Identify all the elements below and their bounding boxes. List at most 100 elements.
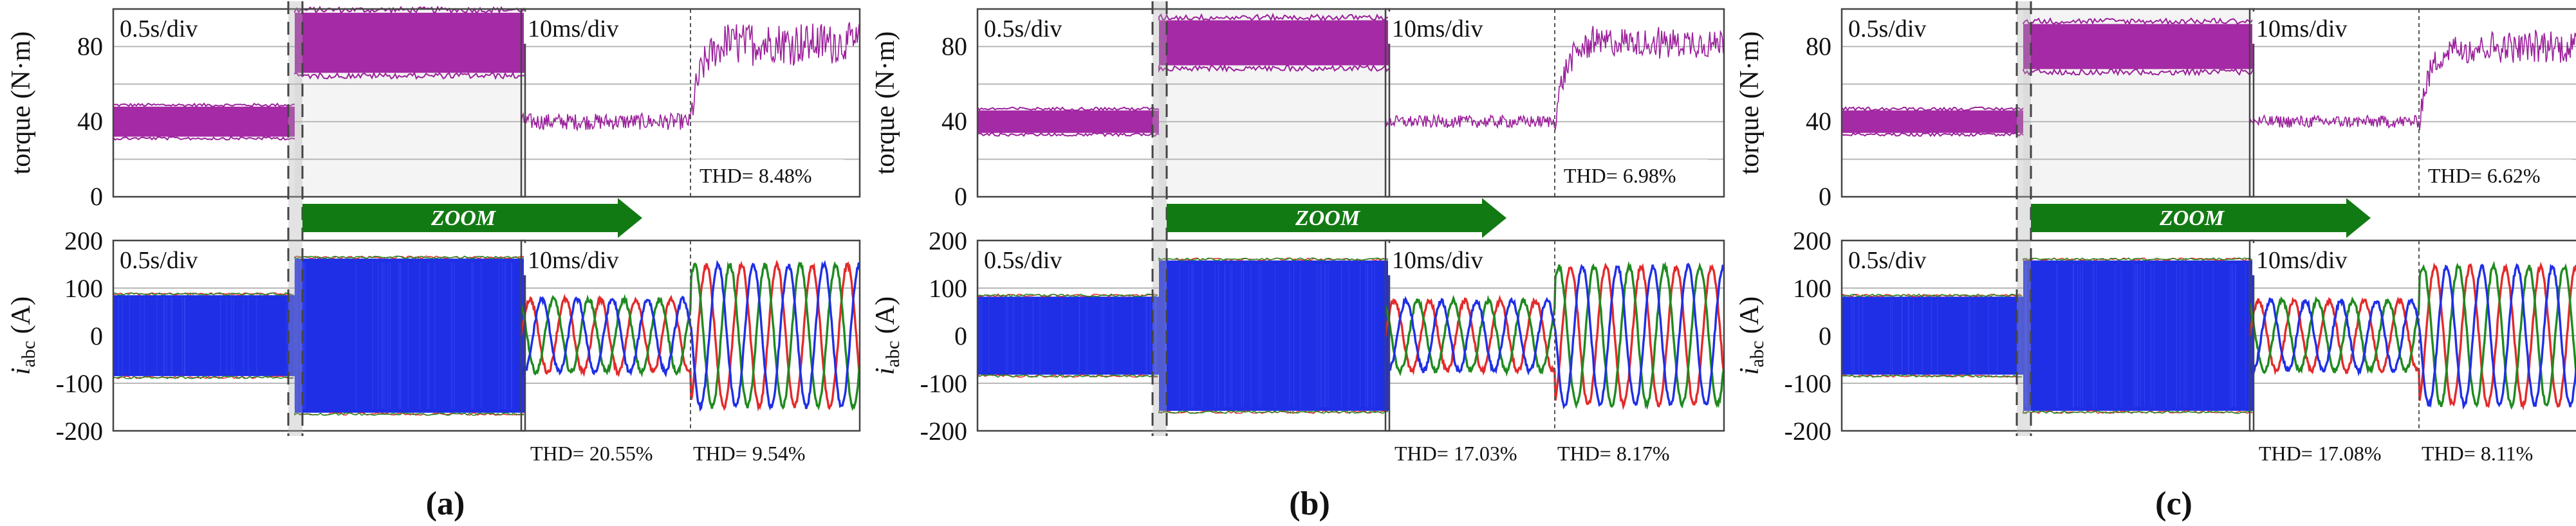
axis-label-part: abc [1747, 341, 1768, 368]
torque-axis-label: torque (N·m) [871, 32, 900, 175]
phase-edge-top [1158, 257, 1389, 261]
current-tick-label: -200 [920, 417, 967, 446]
axis-label-part: abc [882, 341, 903, 368]
label-bg [1844, 12, 1967, 44]
current-trace-before [1842, 296, 2023, 375]
time-div-label: 10ms/div [528, 247, 618, 274]
phase-edge-top [1841, 293, 2023, 298]
current-tick-label: 100 [929, 274, 967, 303]
current-tick-label: 200 [1793, 226, 1831, 255]
current-tick-label: 0 [90, 322, 103, 350]
panel-label: (a) [426, 485, 465, 522]
label-bg [2252, 12, 2381, 44]
plot-frame [520, 239, 861, 432]
plot-frame [1384, 8, 1725, 198]
current-tick-label: -100 [56, 369, 103, 398]
current-axis-label: iabc (A) [6, 296, 39, 375]
axis-label-part: (A) [6, 296, 36, 341]
current-trace-before [978, 296, 1159, 375]
label-bg [980, 12, 1102, 44]
axis-label-part: i [871, 367, 900, 375]
zoom-label: ZOOM [2159, 206, 2225, 230]
torque-trace-before [1842, 110, 2023, 133]
torque-axis-label: torque (N·m) [6, 32, 36, 175]
axis-label-part: (A) [1735, 296, 1765, 341]
time-div-label: 10ms/div [528, 15, 618, 42]
panel-label: (b) [1289, 485, 1330, 522]
zoom-window-band [2017, 1, 2031, 436]
time-div-label: 10ms/div [2256, 247, 2347, 274]
plot-frame [2248, 239, 2576, 432]
plot-frame [976, 239, 1391, 432]
thd-label-current-after: THD= 8.11% [2422, 442, 2533, 465]
time-div-label: 0.5s/div [120, 247, 198, 274]
torque-noise-bottom [1841, 131, 2024, 138]
phase-edge-top [2023, 257, 2253, 261]
label-bg [1388, 12, 1517, 44]
time-div-label: 10ms/div [1392, 247, 1483, 274]
torque-zoom-trace [2249, 30, 2576, 130]
thd-label-current-before: THD= 17.08% [2259, 442, 2381, 465]
phase-edge-top [1841, 293, 2023, 298]
label-bg [2252, 243, 2381, 275]
thd-label-current-before: THD= 17.03% [1395, 442, 1517, 465]
time-div-label: 0.5s/div [120, 15, 198, 42]
current-tick-label: 0 [954, 322, 967, 350]
label-bg [524, 12, 653, 44]
phase-b-trace [520, 260, 861, 412]
plot-frame [112, 8, 526, 198]
current-tick-label: -100 [1784, 369, 1831, 398]
torque-noise-bottom [2023, 67, 2254, 77]
phase-edge-bottom [977, 374, 1158, 378]
label-bg [524, 243, 653, 275]
phase-edge-top [977, 293, 1158, 298]
phase-edge-bottom [1158, 410, 1389, 414]
label-bg [2424, 159, 2572, 189]
time-div-label: 0.5s/div [984, 15, 1062, 42]
current-axis-label: iabc (A) [1735, 296, 1768, 375]
current-trace-after [1159, 260, 1389, 411]
torque-tick-label: 80 [941, 32, 967, 60]
torque-noise-top [1158, 12, 1389, 22]
current-trace-after [295, 258, 525, 413]
current-tick-label: 200 [929, 226, 967, 255]
label-bg [980, 243, 1102, 275]
label-bg [116, 12, 238, 44]
torque-noise-bottom [1158, 64, 1389, 73]
current-tick-label: 0 [1819, 322, 1831, 350]
axis-label-part: i [6, 367, 36, 375]
thd-label-torque: THD= 8.48% [700, 164, 811, 187]
current-axis-label: iabc (A) [871, 296, 903, 375]
zoom-arrow [2031, 198, 2371, 238]
current-tick-label: 200 [64, 226, 103, 255]
axis-label-part: (A) [871, 296, 900, 341]
torque-trace-after [2023, 24, 2254, 69]
plot-frame [2248, 8, 2576, 198]
phase-b-trace [1384, 260, 1725, 410]
thd-label-torque: THD= 6.62% [2428, 164, 2540, 187]
current-trace-after [2023, 260, 2254, 411]
torque-trace-after [295, 12, 525, 73]
plot-frame [1384, 239, 1725, 432]
time-div-label: 0.5s/div [1848, 247, 1926, 274]
torque-noise-top [113, 102, 295, 108]
time-div-label: 0.5s/div [1848, 15, 1926, 42]
torque-noise-top [977, 105, 1160, 112]
time-div-label: 10ms/div [2256, 15, 2347, 42]
phase-edge-bottom [294, 412, 524, 416]
torque-trace-before [113, 106, 295, 137]
current-tick-label: 100 [1793, 274, 1831, 303]
plot-frame [112, 239, 526, 432]
plot-frame [1840, 239, 2255, 432]
phase-edge-bottom [294, 412, 524, 416]
torque-tick-label: 80 [77, 32, 103, 60]
time-div-label: 10ms/div [1392, 15, 1483, 42]
zoom-arrow [1167, 198, 1506, 238]
plot-frame [976, 8, 1391, 198]
torque-zoom-trace [521, 22, 860, 132]
torque-tick-label: 0 [90, 182, 103, 211]
thd-label-current-after: THD= 8.17% [1557, 442, 1669, 465]
phase-edge-bottom [1841, 374, 2023, 378]
torque-noise-top [1841, 105, 2024, 112]
